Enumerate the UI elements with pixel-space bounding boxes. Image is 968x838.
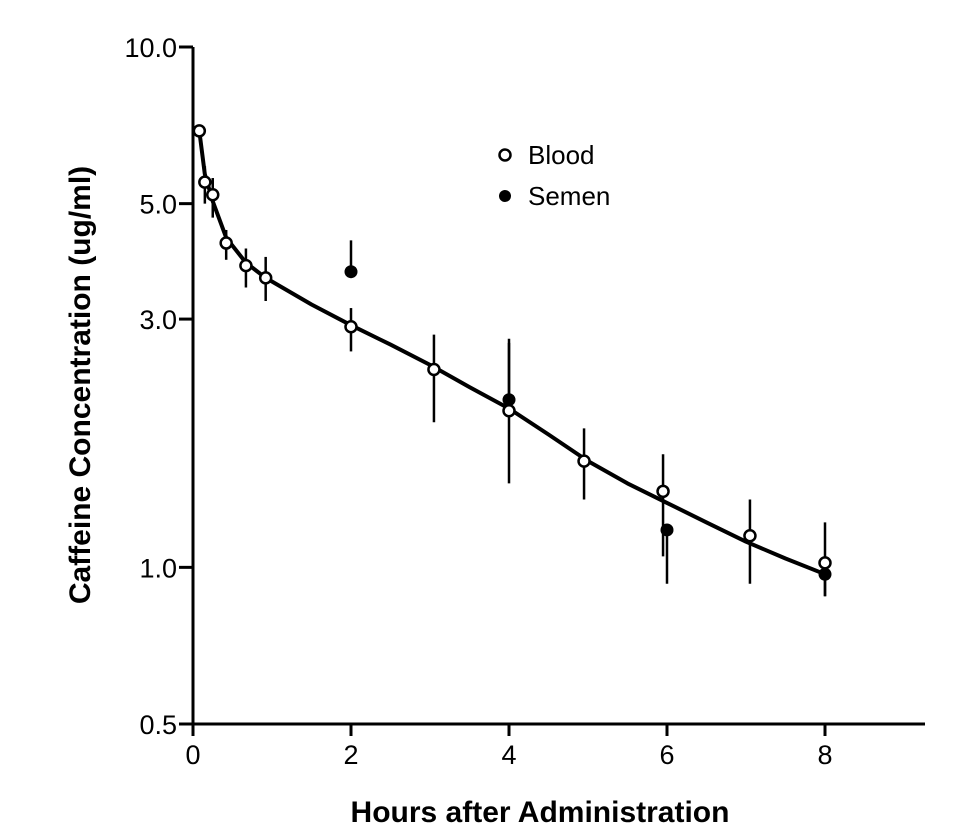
blood-point <box>219 236 233 250</box>
y-tick-label: 5.0 <box>139 190 177 220</box>
y-tick-label: 1.0 <box>139 553 177 583</box>
blood-point <box>656 484 670 499</box>
blood-point <box>344 319 358 334</box>
blood-point <box>818 556 832 570</box>
blood-point <box>502 403 516 418</box>
semen-point <box>344 265 358 279</box>
data-points <box>192 124 832 581</box>
error-bars <box>203 166 827 597</box>
x-axis-title: Hours after Administration <box>351 796 730 829</box>
semen-point <box>818 567 832 581</box>
legend-marker-blood <box>498 148 512 162</box>
blood-point <box>198 175 212 189</box>
legend-label-semen: Semen <box>528 181 610 211</box>
blood-point <box>577 454 591 468</box>
fit-line <box>197 130 826 577</box>
x-tick-label: 6 <box>659 740 674 770</box>
axis-ticks: 0.5 1.0 3.0 5.0 10.0 0 2 4 6 8 <box>124 33 832 770</box>
y-axis-title: Caffeine Concentration (ug/ml) <box>64 166 97 604</box>
legend-label-blood: Blood <box>528 140 595 170</box>
y-tick-label: 0.5 <box>139 710 177 740</box>
blood-point <box>239 258 253 273</box>
blood-point <box>743 529 757 543</box>
x-tick-label: 2 <box>343 740 358 770</box>
x-tick-label: 8 <box>817 740 832 770</box>
fit-line-group <box>197 130 826 577</box>
semen-point <box>502 393 516 407</box>
legend: Blood Semen <box>498 140 610 211</box>
x-tick-label: 4 <box>501 740 516 770</box>
blood-point <box>258 271 273 285</box>
semen-point <box>660 523 674 537</box>
legend-marker-semen <box>499 190 511 202</box>
y-tick-label: 3.0 <box>139 305 177 335</box>
blood-point <box>427 362 441 377</box>
y-tick-label: 10.0 <box>124 33 177 63</box>
blood-point <box>206 188 220 202</box>
blood-point <box>192 124 207 138</box>
x-tick-label: 0 <box>185 740 200 770</box>
